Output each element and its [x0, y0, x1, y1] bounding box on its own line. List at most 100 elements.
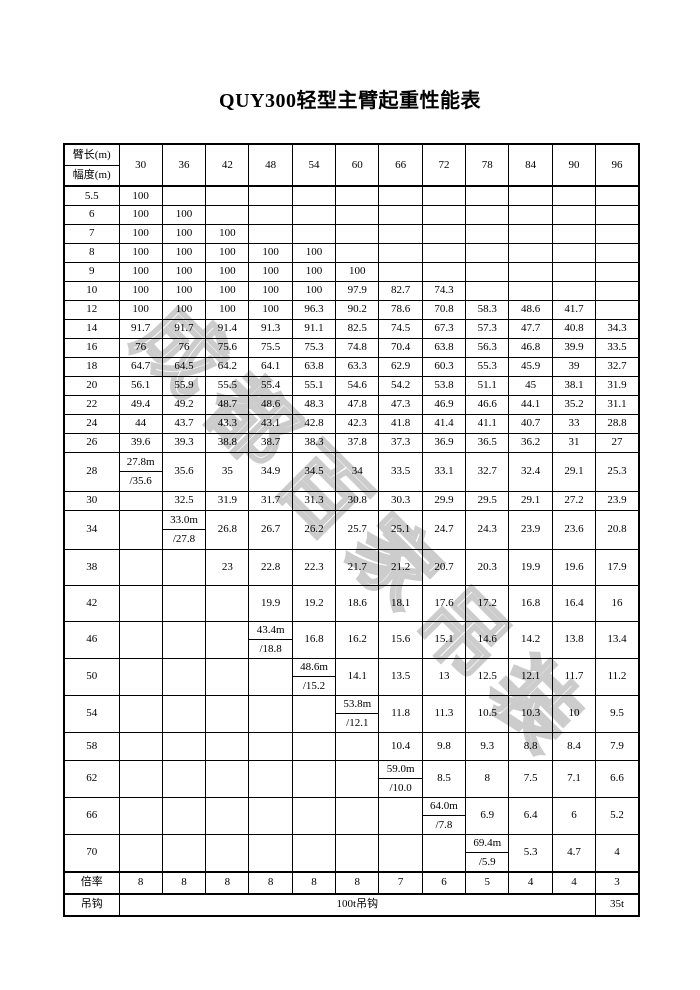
capacity-cell: 47.3 — [378, 394, 423, 415]
capacity-cell — [421, 242, 467, 263]
capacity-cell — [465, 223, 510, 244]
capacity-cell — [465, 204, 510, 225]
capacity-cell: 33.5 — [378, 451, 423, 492]
capacity-cell: 44.1 — [508, 394, 553, 415]
table-row: 28 27.8m/35.6 35.6 35 34.9 34.5 34 33.5 33.1 32.7… — [63, 451, 640, 492]
radius-cell: 26 — [63, 432, 120, 453]
hook-last-cell: 35t — [595, 892, 640, 916]
capacity-cell: 9.8 — [421, 731, 467, 761]
capacity-cell — [421, 185, 467, 206]
corner-boom-length-label: 臂长(m) — [65, 145, 118, 166]
capacity-cell: 39.6 — [118, 432, 163, 453]
capacity-cell: 55.9 — [161, 375, 207, 396]
stacked-capacity-cell: 69.4m/5.9 — [465, 833, 510, 872]
corner-cell: 臂长(m) 幅度(m) — [63, 143, 120, 187]
capacity-cell — [161, 584, 207, 622]
capacity-cell: 36.2 — [508, 432, 553, 453]
capacity-cell: 6.4 — [508, 796, 553, 835]
capacity-cell: 35 — [205, 451, 250, 492]
multiplier-cell: 8 — [118, 870, 163, 894]
capacity-cell: 18.1 — [378, 584, 423, 622]
capacity-value: /12.1 — [346, 716, 369, 729]
stacked-capacity-cell: 27.8m/35.6 — [118, 451, 163, 492]
capacity-value: /18.8 — [259, 642, 282, 655]
capacity-cell: 37.3 — [378, 432, 423, 453]
capacity-cell: 42.3 — [335, 413, 380, 434]
capacity-cell: 15.6 — [378, 620, 423, 659]
capacity-cell — [595, 299, 640, 320]
capacity-cell: 17.2 — [465, 584, 510, 622]
capacity-cell: 26.8 — [205, 509, 250, 550]
capacity-cell — [161, 731, 207, 761]
multiplier-label-cell: 倍率 — [63, 870, 120, 894]
capacity-value: /35.6 — [129, 475, 152, 488]
capacity-cell — [205, 620, 250, 659]
radius-cell: 66 — [63, 796, 120, 835]
table-row: 24 44 43.7 43.3 43.1 42.8 42.3 41.8 41.4 41.1 40.7… — [63, 413, 640, 434]
capacity-cell: 12.5 — [465, 657, 510, 696]
capacity-cell: 32.7 — [595, 356, 640, 377]
capacity-cell — [508, 204, 553, 225]
stacked-capacity-cell: 53.8m/12.1 — [335, 694, 380, 733]
capacity-cell — [291, 223, 337, 244]
capacity-cell — [378, 204, 423, 225]
table-row: 20 56.1 55.9 55.5 55.4 55.1 54.6 54.2 53.8 51.1 45… — [63, 375, 640, 396]
capacity-cell: 39.9 — [551, 337, 597, 358]
capacity-cell: 22.8 — [248, 548, 293, 586]
capacity-cell: 31.9 — [205, 490, 250, 511]
capacity-cell: 16.8 — [508, 584, 553, 622]
capacity-cell — [248, 731, 293, 761]
multiplier-row: 倍率 8 8 8 8 8 8 7 6 5 4 4 3 — [63, 870, 640, 894]
capacity-cell — [335, 204, 380, 225]
boom-length-header-cell: 90 — [551, 143, 597, 187]
capacity-cell: 67.3 — [421, 318, 467, 339]
radius-cell: 50 — [63, 657, 120, 696]
capacity-cell — [335, 223, 380, 244]
capacity-cell: 100 — [118, 223, 163, 244]
radius-cell: 62 — [63, 759, 120, 798]
capacity-cell: 45.9 — [508, 356, 553, 377]
capacity-cell: 40.7 — [508, 413, 553, 434]
capacity-cell: 100 — [161, 299, 207, 320]
capacity-cell — [205, 731, 250, 761]
stacked-capacity-cell: 48.6m/15.2 — [291, 657, 337, 696]
capacity-cell: 51.1 — [465, 375, 510, 396]
capacity-cell: 41.8 — [378, 413, 423, 434]
capacity-cell: 64.7 — [118, 356, 163, 377]
capacity-cell: 45 — [508, 375, 553, 396]
capacity-cell: 20.3 — [465, 548, 510, 586]
capacity-cell — [205, 796, 250, 835]
capacity-cell: 54.2 — [378, 375, 423, 396]
capacity-cell: 55.3 — [465, 356, 510, 377]
capacity-cell: 26.7 — [248, 509, 293, 550]
capacity-cell — [205, 694, 250, 733]
capacity-cell — [248, 657, 293, 696]
capacity-cell: 91.1 — [291, 318, 337, 339]
capacity-cell — [118, 620, 163, 659]
capacity-cell: 100 — [205, 242, 250, 263]
capacity-cell: 11.8 — [378, 694, 423, 733]
radius-cell: 9 — [63, 261, 120, 282]
capacity-cell: 31.3 — [291, 490, 337, 511]
table-row: 22 49.4 49.2 48.7 48.6 48.3 47.8 47.3 46.9 46.6 44… — [63, 394, 640, 415]
capacity-cell — [161, 694, 207, 733]
capacity-cell: 9.3 — [465, 731, 510, 761]
capacity-cell: 20.8 — [595, 509, 640, 550]
capacity-cell: 14.1 — [335, 657, 380, 696]
capacity-cell: 29.1 — [508, 490, 553, 511]
capacity-cell — [248, 694, 293, 733]
capacity-cell: 11.3 — [421, 694, 467, 733]
max-boom-length-value: 59.0m — [379, 761, 422, 779]
capacity-cell — [161, 759, 207, 798]
capacity-cell: 8.8 — [508, 731, 553, 761]
capacity-cell: 100 — [118, 261, 163, 282]
capacity-cell: 10.4 — [378, 731, 423, 761]
max-boom-length-value: 48.6m — [293, 659, 335, 677]
capacity-cell: 100 — [291, 261, 337, 282]
max-boom-length-value: 64.0m — [423, 798, 465, 816]
capacity-cell: 35.2 — [551, 394, 597, 415]
capacity-cell: 30.3 — [378, 490, 423, 511]
capacity-cell: 56.3 — [465, 337, 510, 358]
hook-merged-cell: 100t吊钩 — [118, 892, 597, 916]
capacity-cell: 55.1 — [291, 375, 337, 396]
